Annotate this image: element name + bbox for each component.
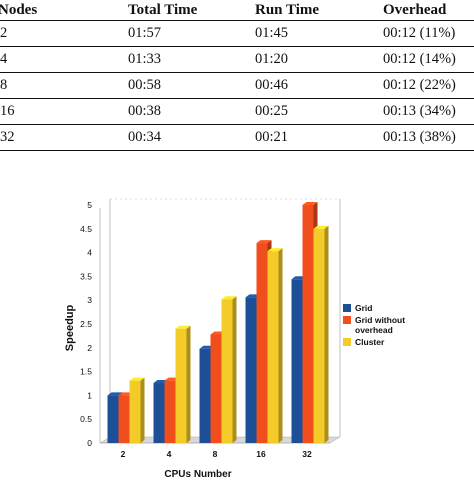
legend-item: Cluster [343,337,385,347]
legend-item: Grid [343,303,372,313]
y-axis-label: Speedup [64,304,76,351]
x-tick-label: 16 [256,449,266,459]
cell-run-time: 00:46 [255,72,383,99]
bar-front [313,228,325,443]
x-axis-ticks: 2 4 8 16 32 [121,449,312,459]
cell-nodes: 4 [0,46,128,73]
cell-total-time: 01:57 [128,20,255,47]
bar [129,377,145,443]
table-row: 4 01:33 01:20 00:12 (14%) [0,46,474,73]
cell-overhead: 00:12 (14%) [383,46,474,73]
bar-front [107,395,119,443]
table-row: 8 00:58 00:46 00:12 (22%) [0,72,474,99]
bar-front [118,395,130,443]
bar-front [267,251,279,443]
bar-top [256,240,272,244]
cell-overhead: 00:13 (34%) [383,98,474,125]
speedup-bar-chart: 0 0.5 1 1.5 2 2.5 3 3.5 4 4.5 5 2 4 8 16 32 Speedup CP… [64,198,405,480]
cell-run-time: 00:25 [255,98,383,125]
y-axis-ticks: 0 0.5 1 1.5 2 2.5 3 3.5 4 4.5 5 [80,200,92,448]
legend-swatch [343,316,351,324]
legend-swatch [343,304,351,312]
legend-swatch [343,338,351,346]
bar-front [256,243,268,443]
bar-front [221,299,233,443]
bar-top [129,377,145,381]
bar [267,248,283,443]
x-tick-label: 2 [121,449,126,459]
table-header-row: Nodes Total Time Run Time Overhead [0,0,474,21]
table-row: 16 00:38 00:25 00:13 (34%) [0,98,474,125]
bar-front [175,328,187,443]
header-run-time: Run Time [255,1,320,18]
header-nodes: Nodes [0,1,38,18]
bars [107,202,329,443]
legend-label: Grid [355,303,372,313]
y-tick-label: 3.5 [80,271,92,281]
legend-label: Grid without overhead [355,315,405,335]
y-tick-label: 4.5 [80,224,92,234]
y-tick-label: 1 [87,390,92,400]
cell-total-time: 00:58 [128,72,255,99]
x-tick-label: 4 [167,449,172,459]
bar-top [107,392,123,396]
bar-front [302,205,314,443]
legend: Grid Grid without overhead Cluster [343,303,405,347]
cell-overhead: 00:12 (22%) [383,72,474,99]
legend-item: Grid without overhead [343,315,405,335]
y-tick-label: 2 [87,343,92,353]
bar [313,225,329,443]
bar [221,296,237,443]
cell-overhead: 00:12 (11%) [383,20,474,47]
cell-total-time: 01:33 [128,46,255,73]
y-tick-label: 3 [87,295,92,305]
bar-front [210,334,222,443]
cell-nodes: 16 [0,98,128,125]
cell-run-time: 00:21 [255,124,383,151]
bar-side [278,248,283,443]
cell-run-time: 01:45 [255,20,383,47]
legend-label: Cluster [355,337,385,347]
x-tick-label: 32 [302,449,312,459]
bar-front [245,297,257,443]
cell-run-time: 01:20 [255,46,383,73]
y-tick-label: 5 [87,200,92,210]
header-total-time: Total Time [128,1,198,18]
table-row: 2 01:57 01:45 00:12 (11%) [0,20,474,47]
bar [175,325,191,443]
table-row: 32 00:34 00:21 00:13 (38%) [0,124,474,151]
cell-overhead: 00:13 (38%) [383,124,474,151]
cell-total-time: 00:38 [128,98,255,125]
bar-side [140,377,145,443]
bar-side [232,296,237,443]
bar-top [302,202,318,205]
bar-top [313,225,329,229]
cell-nodes: 8 [0,72,128,99]
cell-nodes: 2 [0,20,128,47]
bar-side [324,225,329,443]
bar-front [199,348,211,443]
bar-front [153,383,165,443]
y-tick-label: 0 [87,438,92,448]
y-tick-label: 0.5 [80,414,92,424]
cell-nodes: 32 [0,124,128,151]
bar-front [129,380,141,443]
results-table: Nodes Total Time Run Time Overhead 2 01:… [0,0,474,151]
y-tick-label: 4 [87,248,92,258]
bar-side [186,325,191,443]
bar-top [267,248,283,252]
y-tick-label: 1.5 [80,367,92,377]
y-tick-label: 2.5 [80,319,92,329]
bar-front [164,380,176,443]
bar-top [175,325,191,329]
x-tick-label: 8 [213,449,218,459]
bar-top [221,296,237,300]
header-overhead: Overhead [383,1,447,18]
x-axis-label: CPUs Number [164,469,231,480]
bar-front [291,279,303,443]
cell-total-time: 00:34 [128,124,255,151]
